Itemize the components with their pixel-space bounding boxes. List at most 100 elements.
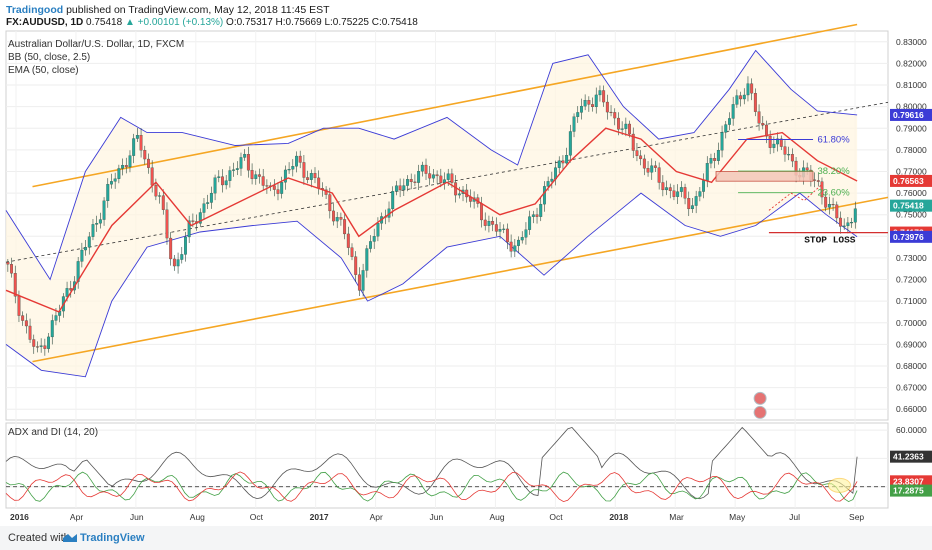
candle-body	[698, 191, 702, 197]
candle-body	[731, 104, 735, 119]
x-tick-label: Aug	[489, 512, 504, 522]
legend-title: Australian Dollar/U.S. Dollar, 1D, FXCM	[8, 39, 185, 50]
x-tick-label: Aug	[190, 512, 205, 522]
candle-body	[542, 186, 546, 205]
candle-body	[446, 173, 450, 180]
candle-body	[176, 259, 180, 267]
candle-body	[91, 224, 95, 237]
x-tick-label: Jul	[789, 512, 800, 522]
channel-lower-line	[32, 196, 889, 363]
x-tick-label: Jun	[430, 512, 444, 522]
candle-body	[609, 111, 613, 114]
candle-body	[258, 174, 261, 177]
candle-body	[161, 195, 165, 210]
candle-body	[742, 94, 746, 100]
candle-body	[246, 154, 250, 171]
candle-body	[254, 174, 258, 179]
candle-body	[450, 173, 454, 183]
candle-body	[306, 177, 310, 180]
legend-bb: BB (50, close, 2.5)	[8, 52, 91, 63]
candle-body	[21, 315, 25, 321]
candle-body	[243, 154, 247, 158]
x-tick-label: 2018	[609, 512, 628, 522]
x-tick-label: May	[729, 512, 746, 522]
candle-body	[250, 170, 254, 179]
bb-band-fill	[6, 50, 858, 377]
candle-body	[850, 222, 854, 224]
x-tick-label: Jun	[130, 512, 144, 522]
candle-body	[443, 179, 446, 183]
candle-body	[750, 83, 754, 94]
candle-body	[587, 100, 591, 105]
candle-body	[713, 158, 717, 161]
candle-body	[95, 223, 99, 225]
candle-body	[691, 205, 694, 210]
candle-body	[232, 169, 236, 171]
candle-body	[28, 325, 32, 340]
y-tick-label: 0.77000	[896, 166, 927, 176]
candle-body	[624, 123, 628, 129]
candle-body	[502, 228, 506, 230]
candle-body	[54, 315, 58, 321]
candle-body	[369, 241, 372, 249]
candle-body	[531, 214, 535, 217]
tradingview-brand[interactable]: TradingView	[80, 532, 145, 544]
y-tick-label: 0.83000	[896, 37, 927, 47]
x-tick-label: Oct	[549, 512, 563, 522]
candle-body	[361, 270, 365, 291]
candle-body	[827, 204, 831, 208]
candle-body	[84, 247, 88, 251]
fib-level-label: 38.20%	[817, 166, 850, 177]
candle-body	[568, 131, 572, 156]
candle-body	[224, 180, 228, 186]
candle-body	[417, 171, 421, 183]
candle-body	[813, 179, 817, 181]
candle-body	[746, 83, 750, 96]
legend-ema: EMA (50, close)	[8, 65, 79, 76]
candle-body	[739, 95, 743, 100]
y-tick-label: 0.72000	[896, 275, 927, 285]
candle-body	[287, 169, 291, 171]
candle-body	[683, 187, 687, 199]
price-tag	[890, 230, 932, 243]
price-tag	[890, 108, 932, 121]
ohlc-values: O:0.75317 H:0.75669 L:0.75225 C:0.75418	[226, 17, 418, 28]
candle-body	[679, 187, 683, 192]
candle-body	[354, 256, 358, 275]
candle-body	[591, 104, 594, 108]
candle-body	[654, 165, 657, 168]
candle-body	[228, 170, 232, 181]
candle-body	[720, 132, 724, 151]
ema-line	[5, 127, 858, 313]
trend-midline	[5, 101, 889, 263]
candle-body	[6, 262, 10, 265]
candle-body	[372, 236, 376, 242]
candle-body	[646, 168, 650, 173]
candle-body	[480, 203, 483, 221]
candle-body	[420, 164, 424, 172]
candle-body	[768, 136, 772, 148]
candle-body	[165, 209, 169, 239]
candle-body	[143, 150, 147, 160]
candle-body	[831, 204, 835, 206]
candle-body	[121, 165, 125, 169]
author-name[interactable]: Tradingood	[6, 4, 64, 16]
candle-body	[239, 157, 243, 169]
y-tick-label: 0.82000	[896, 58, 927, 68]
candle-body	[509, 241, 513, 252]
candle-body	[579, 105, 583, 113]
stop-loss-label: STOP LOSS	[804, 235, 856, 246]
candle-body	[328, 194, 332, 212]
candle-body	[824, 196, 828, 208]
price-tag-label: 0.75418	[893, 201, 924, 211]
candle-body	[620, 128, 624, 130]
candle-body	[605, 101, 609, 113]
price-tag	[890, 199, 932, 212]
candle-body	[787, 154, 791, 156]
candle-body	[761, 122, 765, 126]
price-chart[interactable]: 0.83000 0.82000 0.81000 0.80000 0.79000 0.780…	[0, 0, 932, 526]
candle-body	[217, 176, 221, 178]
candle-body	[753, 93, 757, 112]
candle-body	[598, 90, 602, 96]
candle-body	[639, 155, 643, 160]
